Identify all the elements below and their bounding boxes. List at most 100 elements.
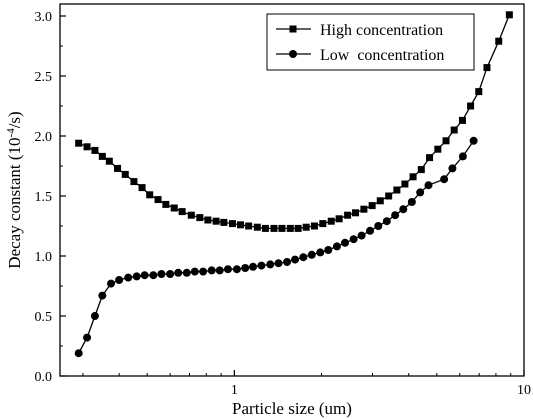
data-point-square (505, 11, 513, 19)
x-tick-label: 1 (231, 383, 238, 398)
data-point-square (302, 223, 310, 231)
data-point-circle (283, 258, 292, 266)
data-point-circle (299, 253, 308, 262)
legend-box (266, 13, 475, 71)
data-point-circle (382, 217, 391, 226)
y-axis-label-tail: /s) (5, 111, 24, 128)
data-point-circle (341, 238, 350, 247)
data-point-circle (458, 152, 467, 161)
y-axis-label-exponent: -4 (5, 128, 17, 138)
axes: 0.0 0.5 1.0 1.5 2.0 2.5 3.0 1 10 (35, 10, 532, 398)
data-point-square (75, 139, 83, 147)
data-point-circle (407, 198, 416, 206)
data-point-square (253, 223, 261, 231)
data-point-circle (98, 291, 107, 300)
data-point-square (368, 202, 376, 210)
y-tick-label: 1.5 (35, 190, 53, 205)
data-point-circle (391, 211, 400, 220)
data-point-circle (399, 205, 408, 214)
data-point-circle (332, 242, 341, 251)
data-point-square (245, 222, 253, 230)
data-point-square (261, 224, 269, 232)
data-point-circle (366, 226, 375, 235)
data-point-square (278, 224, 286, 232)
y-tick-label: 3.0 (35, 10, 53, 25)
data-point-circle (74, 349, 83, 358)
data-point-circle (166, 270, 175, 278)
plot-frame (59, 3, 525, 377)
data-point-square (220, 218, 228, 226)
y-tick-label: 2.0 (35, 130, 53, 145)
y-tick-label: 0.5 (35, 310, 53, 325)
data-point-square (187, 211, 195, 219)
data-point-square (442, 137, 450, 145)
data-point-circle (215, 266, 224, 275)
data-point-square (376, 197, 384, 205)
series-layer (74, 11, 513, 358)
data-point-square (154, 196, 162, 204)
data-point-square (434, 145, 442, 153)
data-point-circle (190, 267, 199, 276)
data-point-square (401, 180, 409, 188)
data-point-circle (324, 246, 333, 254)
data-point-square (105, 157, 113, 165)
data-point-circle (469, 136, 478, 145)
data-point-square (212, 217, 220, 225)
data-point-circle (83, 333, 92, 342)
legend: High concentration Low concentration (266, 13, 475, 71)
data-point-circle (440, 175, 449, 184)
data-point-circle (115, 276, 124, 284)
data-point-square (294, 224, 302, 232)
data-point-circle (207, 266, 216, 275)
legend-low-label: Low concentration (320, 47, 444, 64)
data-point-circle (157, 270, 166, 278)
series-line (78, 140, 475, 354)
data-point-circle (149, 271, 158, 280)
data-point-square (237, 221, 245, 229)
data-point-square (130, 178, 138, 186)
y-tick-label: 1.0 (35, 250, 53, 265)
data-point-circle (424, 181, 433, 190)
legend-low-marker (289, 50, 297, 58)
data-point-circle (349, 235, 358, 244)
data-point-circle (266, 260, 275, 269)
data-point-square (121, 170, 129, 178)
series-low-concentration (74, 136, 478, 358)
data-point-square (409, 173, 417, 181)
data-point-circle (199, 267, 208, 276)
data-point-square (475, 88, 483, 96)
data-point-circle (249, 262, 258, 271)
y-axis-label: Decay constant (10-4/s) (5, 111, 24, 268)
data-point-circle (124, 273, 133, 282)
x-tick-label: 10 (517, 383, 531, 398)
data-point-circle (174, 268, 183, 277)
y-axis-label-main: Decay constant (10 (5, 137, 24, 268)
data-point-square (450, 126, 458, 134)
data-point-circle (232, 265, 241, 274)
data-point-circle (90, 312, 99, 320)
data-point-square (91, 146, 99, 154)
data-point-square (393, 186, 401, 194)
series-high-concentration (75, 11, 513, 232)
data-point-circle (291, 255, 300, 264)
data-point-square (286, 224, 294, 232)
legend-high-label: High concentration (320, 22, 443, 39)
data-point-square (458, 116, 466, 124)
y-tick-label: 2.5 (35, 70, 53, 85)
data-point-square (344, 211, 352, 219)
data-point-square (228, 220, 236, 228)
legend-high-marker (289, 25, 297, 33)
data-point-square (146, 191, 154, 199)
data-point-circle (241, 264, 250, 272)
data-point-square (310, 222, 318, 230)
data-point-square (270, 224, 278, 232)
data-point-square (162, 200, 170, 208)
data-point-square (335, 215, 343, 223)
y-tick-label: 0.0 (35, 370, 53, 385)
data-point-square (204, 216, 212, 224)
data-point-square (83, 143, 91, 151)
data-point-circle (274, 259, 283, 268)
data-point-square (98, 152, 106, 160)
data-point-square (196, 214, 204, 222)
